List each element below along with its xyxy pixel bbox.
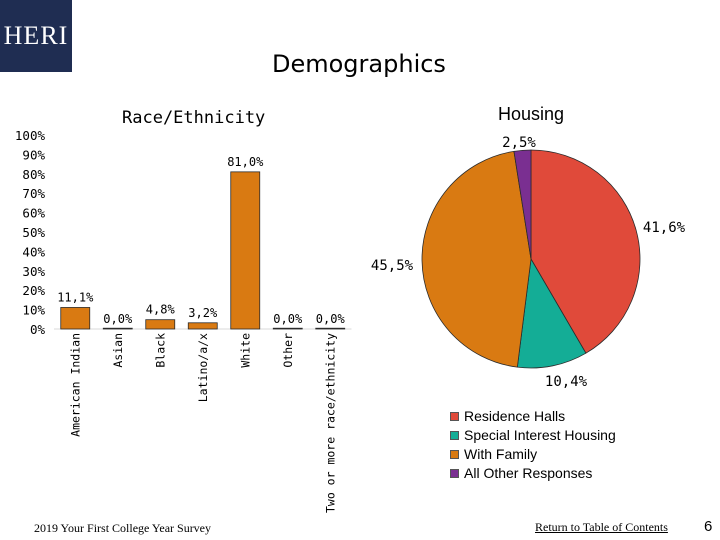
legend-swatch [450, 450, 459, 459]
bar [230, 171, 261, 330]
survey-footer: 2019 Your First College Year Survey [34, 521, 212, 535]
bar-data-label: 0,0% [103, 312, 133, 326]
pie-data-label: 10,4% [545, 374, 588, 390]
x-category-label: Two or more race/ethnicity [323, 333, 337, 513]
y-tick-label: 30% [22, 264, 45, 279]
bar [60, 307, 91, 330]
bar [145, 319, 176, 330]
bar-data-label: 11,1% [57, 290, 94, 304]
pie-data-label: 2,5% [502, 135, 536, 151]
y-tick-label: 80% [22, 167, 45, 182]
bar-data-label: 3,2% [188, 306, 218, 320]
return-to-toc-link[interactable]: Return to Table of Contents [535, 520, 668, 534]
bar-chart-title: Race/Ethnicity [122, 108, 266, 128]
pie-data-label: 41,6% [643, 220, 686, 236]
x-category-label: American Indian [68, 333, 82, 437]
x-category-label: Other [281, 333, 295, 368]
page-number: 6 [704, 518, 713, 535]
bar [102, 327, 133, 330]
pie-slice [530, 149, 641, 354]
legend-item-special-interest-housing: Special Interest Housing [450, 426, 616, 445]
y-tick-label: 90% [22, 147, 45, 162]
y-tick-label: 40% [22, 244, 45, 259]
x-category-label: Asian [111, 333, 125, 368]
x-category-label: Latino/a/x [196, 333, 210, 402]
pie-chart-title: Housing [498, 104, 565, 124]
bar [315, 327, 346, 330]
legend-item-residence-halls: Residence Halls [450, 407, 616, 426]
bar-data-label: 0,0% [273, 312, 303, 326]
legend-item-all-other-responses: All Other Responses [450, 464, 616, 483]
y-tick-label: 0% [30, 322, 46, 337]
y-tick-label: 50% [22, 225, 45, 240]
y-tick-label: 70% [22, 186, 45, 201]
page-title: Demographics [272, 50, 446, 78]
legend-swatch [450, 412, 459, 421]
pie-slice [513, 149, 532, 260]
race-ethnicity-bar-chart: 100% 90% 80% 70% 60% 50% 40% 30% 20% 10% 0% 11,1% Am… [15, 128, 352, 513]
y-tick-label: 100% [15, 128, 46, 143]
x-category-label: Black [153, 333, 167, 368]
y-tick-label: 60% [22, 206, 45, 221]
housing-pie-chart: 41,6% 10,4% 45,5% 2,5% [371, 135, 686, 390]
legend-swatch [450, 469, 459, 478]
pie-data-label: 45,5% [371, 258, 414, 274]
pie-slice [421, 150, 532, 368]
heri-logo: HERI [0, 0, 72, 72]
bar [187, 322, 218, 330]
y-tick-label: 20% [22, 283, 45, 298]
pie-legend: Residence Halls Special Interest Housing… [450, 407, 616, 483]
legend-item-with-family: With Family [450, 445, 616, 464]
x-category-label: White [238, 333, 252, 368]
bar-data-label: 4,8% [146, 303, 176, 317]
y-tick-label: 10% [22, 303, 45, 318]
bar-data-label: 81,0% [227, 155, 264, 169]
pie-slice [516, 257, 587, 369]
bar [272, 327, 303, 330]
legend-swatch [450, 431, 459, 440]
bar-data-label: 0,0% [316, 312, 346, 326]
